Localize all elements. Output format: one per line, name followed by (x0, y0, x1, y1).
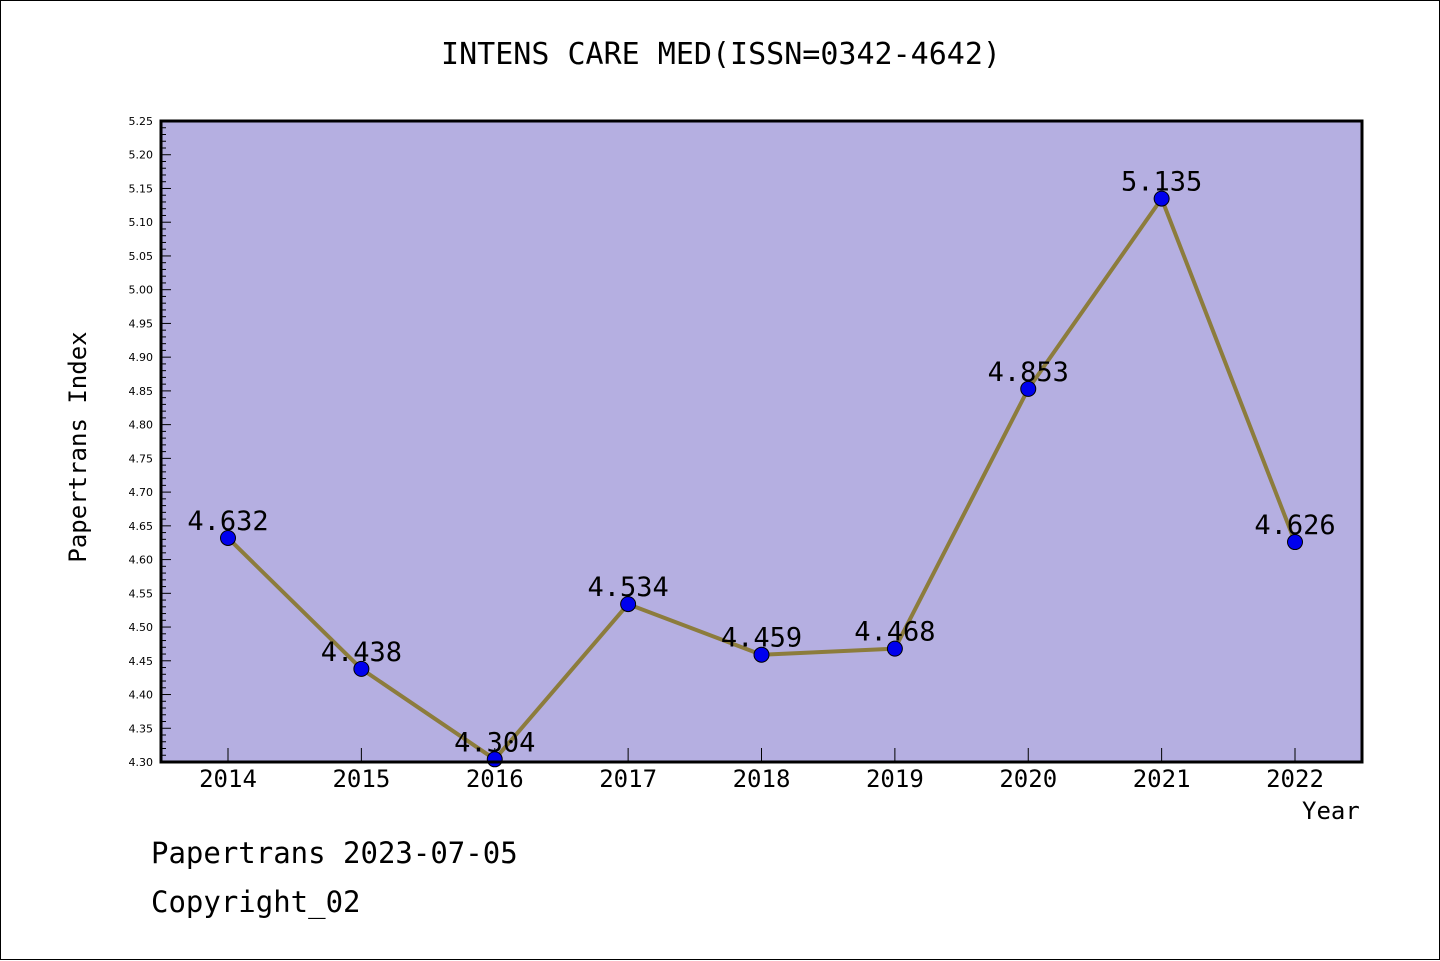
data-point (886, 640, 903, 657)
footer-date: Papertrans 2023-07-05 (151, 836, 518, 870)
x-tick-label: 2016 (466, 765, 524, 793)
data-label: 4.304 (454, 727, 535, 758)
data-point (1153, 190, 1170, 207)
y-tick-label: 4.30 (129, 756, 154, 769)
x-tick-label: 2014 (199, 765, 257, 793)
y-tick-label: 5.20 (129, 149, 154, 162)
y-tick-label: 4.95 (129, 317, 154, 330)
data-label: 4.534 (587, 572, 668, 603)
y-tick-label: 4.85 (129, 385, 154, 398)
y-tick-label: 5.15 (129, 182, 154, 195)
data-label: 5.135 (1121, 167, 1202, 198)
y-tick-label: 5.25 (129, 115, 154, 128)
y-tick-label: 4.35 (129, 722, 154, 735)
x-tick-label: 2022 (1266, 765, 1324, 793)
y-tick-label: 5.05 (129, 250, 154, 263)
data-point (353, 660, 370, 677)
data-label: 4.853 (988, 357, 1069, 388)
y-tick-label: 4.70 (129, 486, 154, 499)
footer-copyright: Copyright_02 (151, 885, 361, 919)
data-label: 4.459 (721, 623, 802, 654)
data-point (753, 646, 770, 663)
data-point (220, 529, 236, 546)
data-label: 4.626 (1254, 510, 1335, 541)
y-tick-label: 4.90 (129, 351, 154, 364)
x-tick-label: 2021 (1133, 765, 1191, 793)
data-label: 4.468 (854, 617, 935, 648)
x-tick-label: 2017 (599, 765, 657, 793)
x-tick-label: 2015 (332, 765, 390, 793)
y-tick-label: 4.55 (129, 587, 154, 600)
data-label: 4.438 (321, 637, 402, 668)
y-tick-label: 4.80 (129, 419, 154, 432)
y-tick-label: 4.60 (129, 554, 154, 567)
x-axis-label: Year (1302, 797, 1360, 825)
data-label: 4.632 (187, 506, 268, 537)
y-tick-label: 4.75 (129, 452, 154, 465)
data-point (1020, 380, 1037, 397)
plot-frame (159, 119, 1364, 764)
y-tick-label: 5.10 (129, 216, 154, 229)
x-tick-label: 2018 (733, 765, 791, 793)
x-tick-label: 2019 (866, 765, 924, 793)
y-tick-label: 4.40 (129, 689, 154, 702)
x-tick-label: 2020 (999, 765, 1057, 793)
data-point (1287, 534, 1303, 551)
data-point (620, 596, 637, 613)
y-tick-label: 5.00 (129, 284, 154, 297)
y-tick-label: 4.50 (129, 621, 154, 634)
chart-title: INTENS CARE MED(ISSN=0342-4642) (441, 37, 1001, 72)
y-tick-label: 4.45 (129, 655, 154, 668)
y-tick-label: 4.65 (129, 520, 154, 533)
